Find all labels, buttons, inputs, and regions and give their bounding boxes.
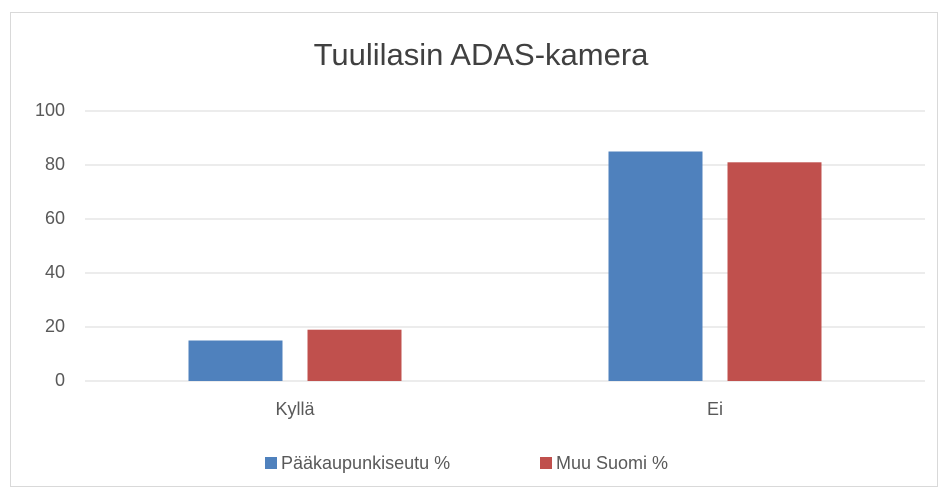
y-tick-label: 80: [45, 154, 65, 174]
x-tick-label: Kyllä: [275, 399, 315, 419]
y-tick-label: 100: [35, 100, 65, 120]
y-tick-label: 40: [45, 262, 65, 282]
bar: [608, 151, 703, 381]
y-tick-label: 20: [45, 316, 65, 336]
bar: [188, 340, 283, 381]
legend-swatch: [540, 457, 552, 469]
x-tick-label: Ei: [707, 399, 723, 419]
y-tick-label: 60: [45, 208, 65, 228]
bar: [727, 162, 822, 381]
chart-title: Tuulilasin ADAS-kamera: [314, 37, 650, 72]
legend-swatch: [265, 457, 277, 469]
legend-label: Muu Suomi %: [556, 453, 668, 473]
legend-label: Pääkaupunkiseutu %: [281, 453, 450, 473]
bar: [307, 329, 402, 381]
y-tick-label: 0: [55, 370, 65, 390]
